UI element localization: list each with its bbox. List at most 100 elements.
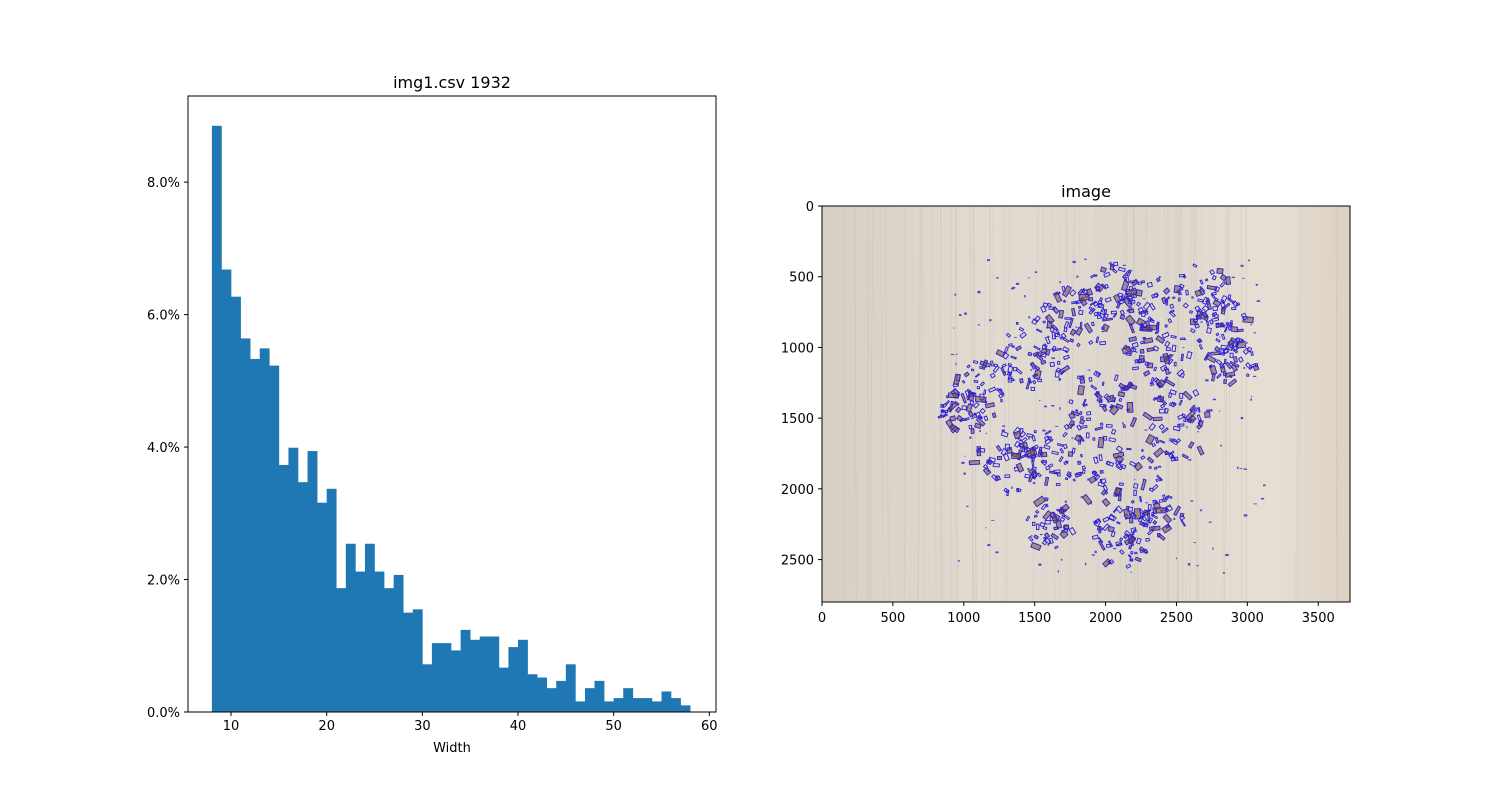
particle-marker <box>956 353 958 356</box>
wood-grain-line <box>1192 206 1198 602</box>
particle-marker <box>1157 533 1166 541</box>
particle-marker <box>1215 338 1221 343</box>
particle-marker <box>1115 445 1124 453</box>
particle-marker <box>1143 337 1154 344</box>
particle-marker <box>1051 357 1055 359</box>
histogram-bar <box>584 688 595 712</box>
particle-marker <box>1161 427 1169 434</box>
wood-grain-line <box>880 206 884 602</box>
histogram-bar <box>556 680 567 712</box>
wood-grain-line <box>1189 206 1192 602</box>
particle-marker <box>1051 405 1055 407</box>
particle-marker <box>1205 300 1213 311</box>
particle-marker <box>1225 553 1229 557</box>
particle-marker <box>1189 404 1196 412</box>
particle-marker <box>995 349 1006 358</box>
image-x-ticks: 0 500 1000 1500 2000 2500 3000 3500 <box>818 602 1335 626</box>
particle-marker <box>974 422 982 430</box>
particle-marker <box>1194 320 1199 326</box>
particle-marker <box>1101 405 1108 413</box>
particle-marker <box>1131 341 1139 349</box>
particle-marker <box>1094 274 1098 277</box>
particle-marker <box>989 372 996 379</box>
particle-marker <box>1098 454 1103 462</box>
particle-marker <box>1173 517 1176 520</box>
particle-marker <box>1161 296 1168 305</box>
particle-marker <box>1103 271 1111 278</box>
particle-marker <box>967 410 974 418</box>
particle-marker <box>961 405 967 411</box>
particle-marker <box>1056 508 1061 513</box>
particle-marker <box>955 406 962 414</box>
particle-marker <box>1051 331 1057 340</box>
particle-marker <box>966 505 969 508</box>
particle-marker <box>1180 337 1186 341</box>
histogram-bar <box>326 488 337 712</box>
particle-marker <box>1220 306 1226 315</box>
particle-marker <box>1071 307 1077 317</box>
wood-grain-line <box>903 206 907 602</box>
particle-marker <box>1030 541 1042 551</box>
particle-marker <box>1154 436 1160 444</box>
particle-marker <box>1133 482 1139 489</box>
particle-marker <box>1260 497 1265 500</box>
particle-marker <box>1000 399 1003 403</box>
particle-marker <box>1037 378 1043 383</box>
wood-grain-line <box>1132 206 1136 602</box>
particle-marker <box>1033 534 1039 540</box>
particle-marker <box>1059 529 1069 540</box>
particle-marker <box>1099 266 1107 274</box>
particle-marker <box>1058 377 1062 382</box>
particle-marker <box>1068 317 1074 329</box>
image-axes-frame <box>821 205 1351 603</box>
particle-marker <box>950 353 955 356</box>
particle-marker <box>1078 293 1090 302</box>
particle-marker <box>1175 557 1178 560</box>
particle-marker <box>1083 322 1094 334</box>
particle-marker <box>1043 532 1051 539</box>
particle-marker <box>1119 309 1126 316</box>
particle-marker <box>947 392 960 399</box>
particle-marker <box>985 527 987 529</box>
particle-marker <box>1104 296 1112 303</box>
particle-marker <box>970 428 975 434</box>
wood-grain-line <box>982 206 987 602</box>
y-tick-label: 2500 <box>781 554 814 569</box>
particle-marker <box>1031 435 1037 442</box>
particle-marker <box>1129 517 1134 524</box>
particle-marker <box>1079 453 1083 458</box>
particle-marker <box>1196 431 1200 433</box>
particle-marker <box>1186 418 1192 424</box>
particle-marker <box>1015 282 1020 285</box>
particle-marker <box>1220 344 1228 350</box>
particle-marker <box>1056 442 1064 447</box>
particle-marker <box>1084 562 1087 566</box>
particle-marker <box>1185 289 1189 296</box>
particle-marker <box>1057 570 1059 573</box>
particle-marker <box>1087 478 1089 481</box>
particle-marker <box>1088 306 1095 313</box>
particle-marker <box>1125 352 1132 356</box>
particle-marker <box>1000 431 1009 438</box>
particle-marker <box>1158 498 1164 503</box>
particle-marker <box>1062 525 1065 528</box>
particle-marker <box>979 429 981 433</box>
particle-marker <box>1151 442 1156 448</box>
particle-marker <box>1214 297 1219 302</box>
particle-marker <box>1032 495 1047 508</box>
particle-marker <box>1112 313 1117 318</box>
wood-grain-line <box>1065 206 1070 602</box>
particle-marker <box>1194 305 1201 313</box>
particle-marker <box>1263 484 1266 487</box>
wood-grain-line <box>1295 206 1302 602</box>
particle-marker <box>1106 544 1111 548</box>
particle-marker <box>1045 465 1051 471</box>
particle-marker <box>1229 360 1240 368</box>
particle-marker <box>1150 377 1155 385</box>
particle-marker <box>1140 455 1146 460</box>
x-tick-label: 30 <box>414 719 431 734</box>
particle-marker <box>1129 558 1134 562</box>
particle-marker <box>977 290 981 294</box>
histogram-bar <box>250 358 261 712</box>
wood-grain-line <box>1058 206 1061 602</box>
